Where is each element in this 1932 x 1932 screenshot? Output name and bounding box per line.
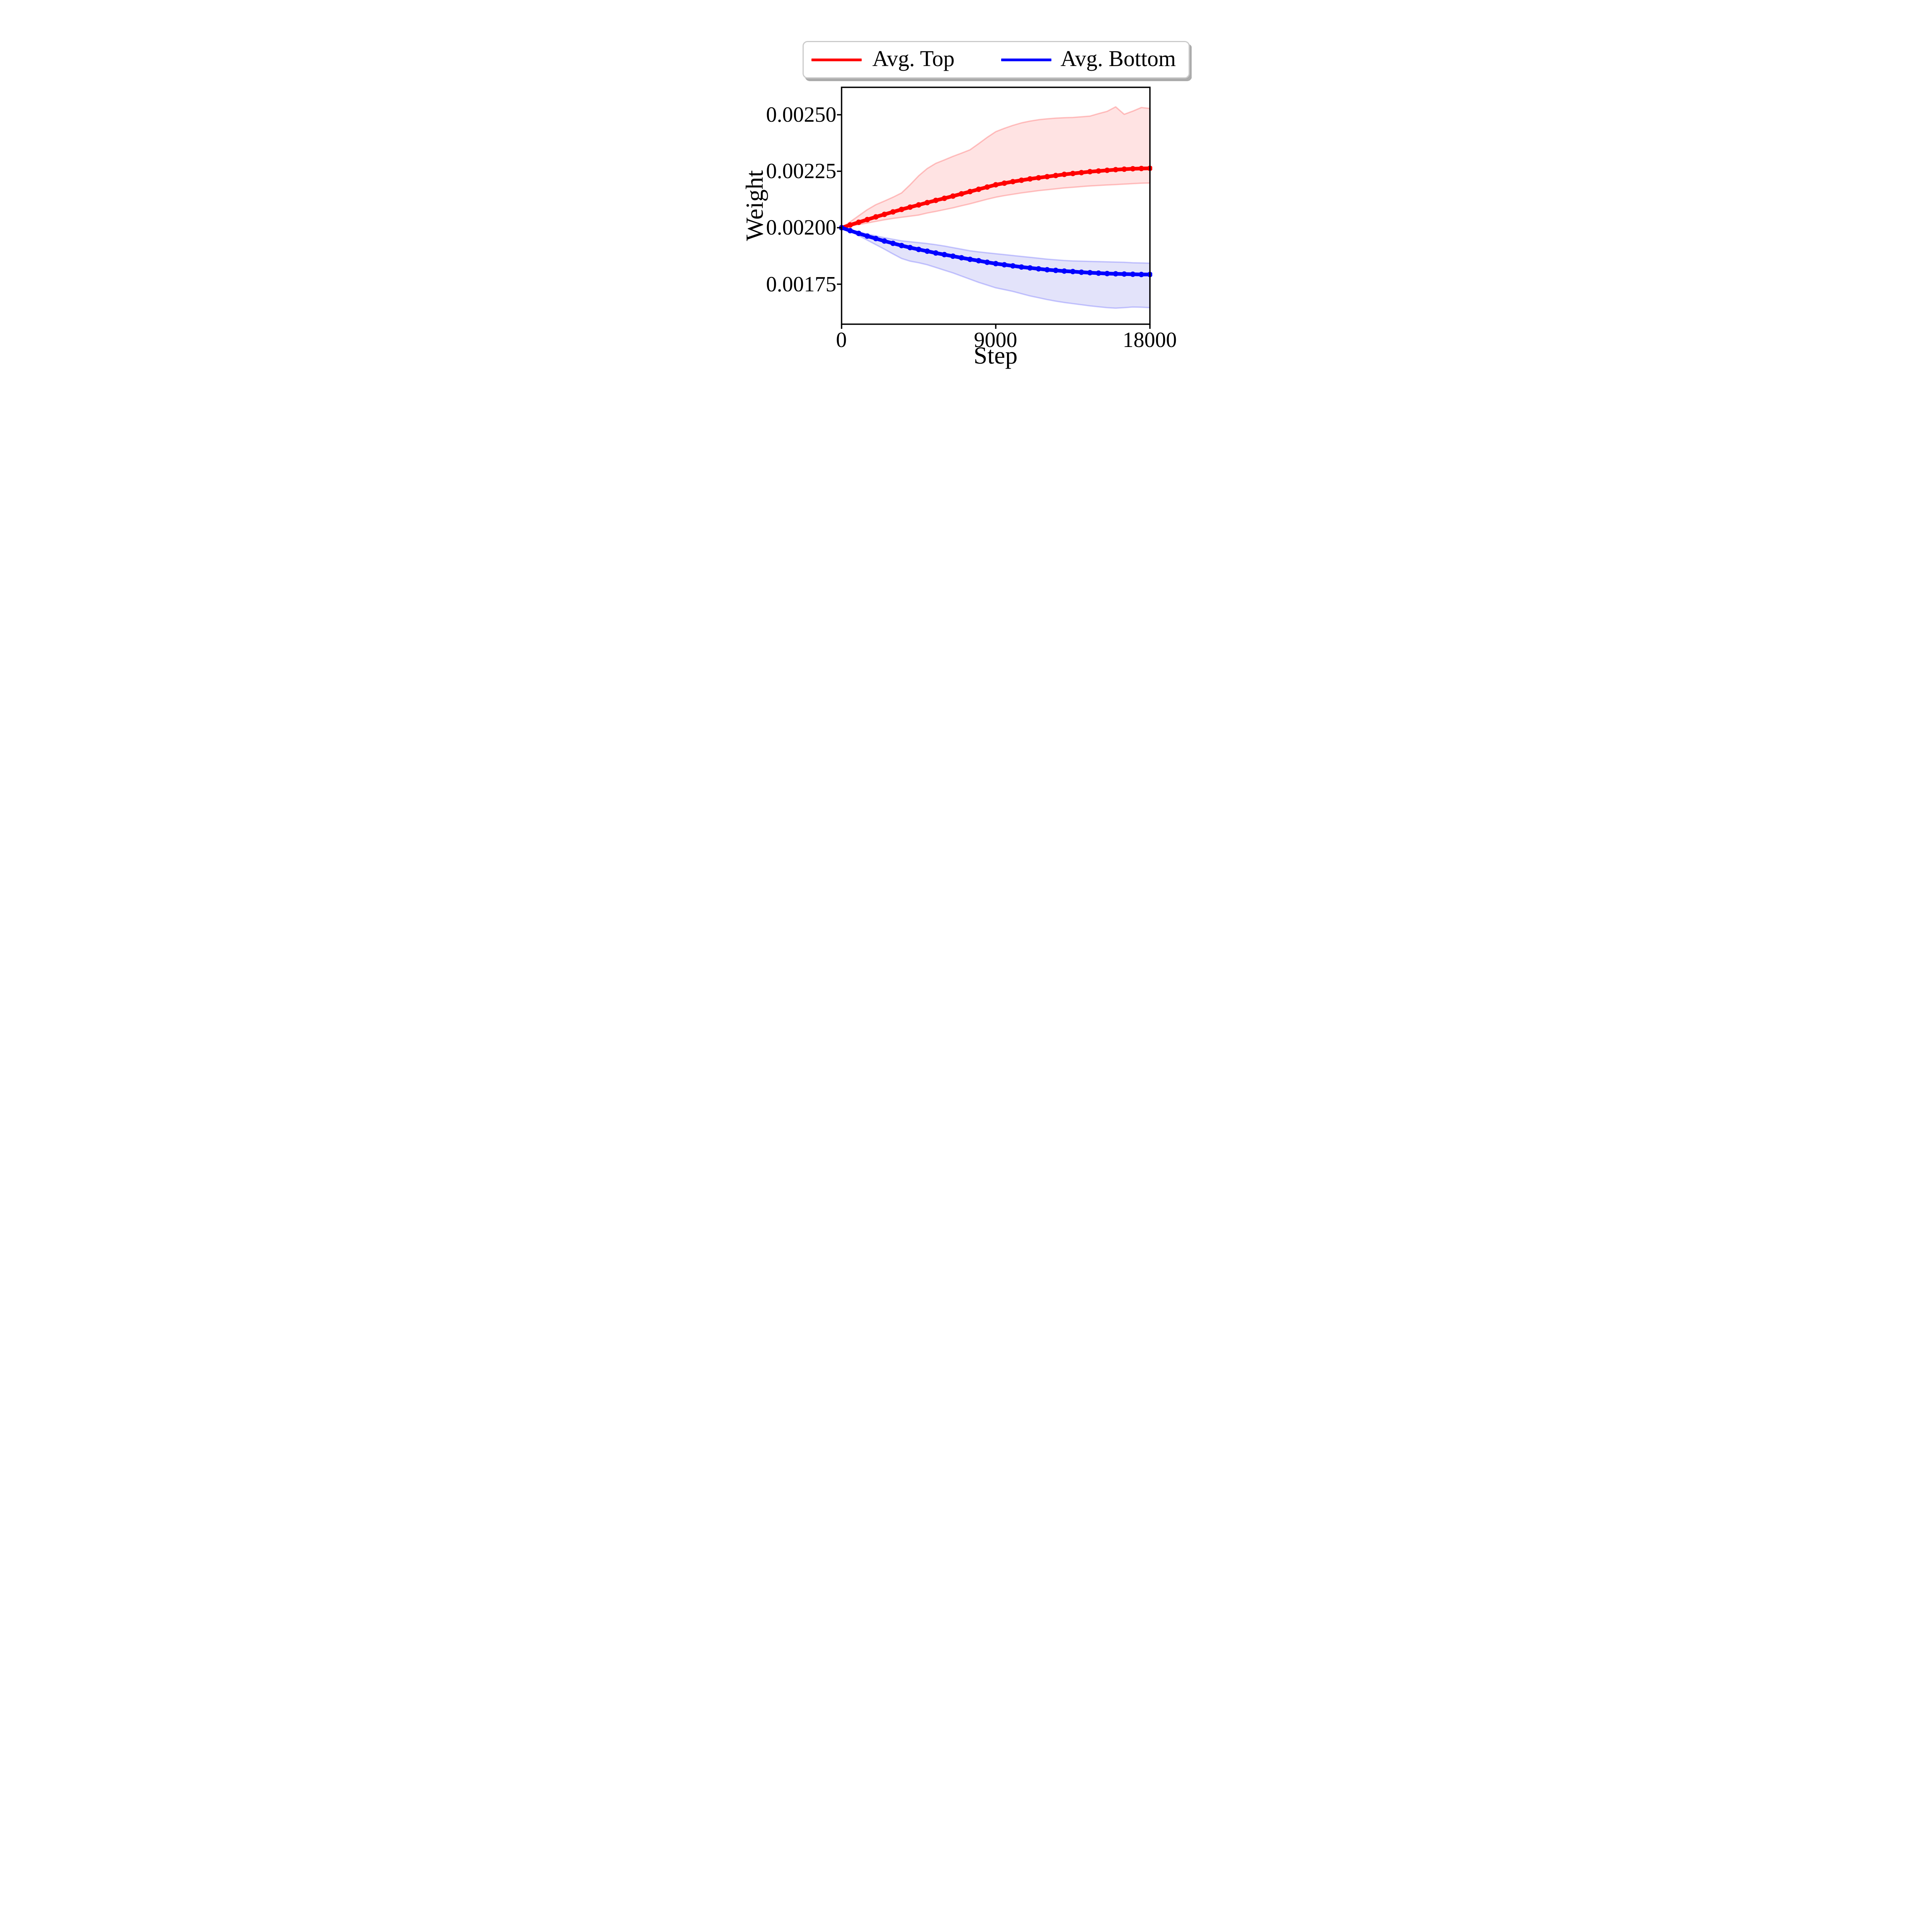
- data-point-marker: [1078, 269, 1084, 275]
- data-point-marker: [933, 250, 939, 256]
- data-point-marker: [916, 202, 921, 208]
- data-point-marker: [976, 258, 981, 264]
- data-point-marker: [1078, 170, 1084, 175]
- blue-confidence-band: [840, 227, 1151, 309]
- data-point-marker: [950, 193, 956, 199]
- y-tick-label: 0.00175: [766, 272, 837, 296]
- data-point-marker: [864, 233, 870, 239]
- data-point-marker: [1121, 166, 1127, 172]
- data-point-marker: [967, 257, 973, 262]
- data-point-marker: [1001, 262, 1007, 268]
- data-point-marker: [976, 186, 981, 192]
- data-point-marker: [881, 211, 887, 217]
- data-point-marker: [1019, 264, 1024, 270]
- data-point-marker: [1070, 269, 1075, 274]
- data-point-marker: [1044, 267, 1050, 273]
- data-point-marker: [855, 231, 861, 236]
- data-point-marker: [993, 261, 998, 267]
- data-point-marker: [855, 219, 861, 225]
- data-point-marker: [984, 259, 990, 265]
- data-point-marker: [907, 204, 913, 210]
- x-axis-label: Step: [973, 342, 1018, 369]
- data-point-marker: [1095, 270, 1101, 276]
- data-point-marker: [941, 252, 947, 257]
- data-point-marker: [1036, 175, 1041, 181]
- x-tick-label: 9000: [974, 328, 1017, 352]
- data-point-marker: [933, 197, 939, 203]
- data-point-marker: [1104, 167, 1110, 173]
- data-point-marker: [1130, 166, 1136, 172]
- legend-line-blue: [1001, 58, 1051, 61]
- y-tick-label: 0.00200: [766, 216, 837, 240]
- data-point-marker: [941, 196, 947, 201]
- red-confidence-band: [840, 106, 1151, 229]
- data-point-marker: [958, 191, 964, 197]
- data-point-marker: [1112, 271, 1118, 277]
- data-point-marker: [1027, 176, 1033, 182]
- plot-contents: [839, 106, 1152, 309]
- data-point-marker: [1044, 174, 1050, 180]
- data-point-marker: [1019, 177, 1024, 183]
- figure: Avg. Top Avg. Bottom Step Weight 0.00250…: [740, 0, 1192, 386]
- data-point-marker: [1104, 271, 1110, 276]
- data-point-marker: [847, 228, 853, 233]
- data-point-marker: [881, 238, 887, 244]
- data-point-marker: [924, 248, 930, 254]
- data-point-marker: [890, 240, 896, 246]
- data-point-marker: [898, 207, 904, 212]
- data-point-marker: [1095, 168, 1101, 174]
- legend: Avg. Top Avg. Bottom: [802, 41, 1190, 78]
- legend-line-red: [811, 58, 862, 61]
- data-point-marker: [984, 184, 990, 190]
- data-point-marker: [864, 217, 870, 223]
- data-point-marker: [1112, 167, 1118, 173]
- plot-area: [837, 87, 1152, 329]
- data-point-marker: [967, 189, 973, 194]
- data-point-marker: [890, 209, 896, 215]
- data-point-marker: [1061, 268, 1067, 274]
- data-point-marker: [993, 182, 998, 188]
- data-point-marker: [916, 247, 921, 252]
- tick-marks: [837, 114, 1151, 329]
- x-tick-label: 0: [836, 328, 847, 352]
- legend-label-avg-bottom: Avg. Bottom: [1060, 46, 1176, 71]
- data-point-marker: [958, 255, 964, 261]
- data-point-marker: [847, 222, 853, 228]
- x-tick-label: 18000: [1122, 328, 1177, 352]
- data-point-marker: [1130, 271, 1136, 277]
- data-point-marker: [873, 214, 879, 220]
- data-point-marker: [950, 253, 956, 259]
- data-point-marker: [873, 236, 879, 242]
- data-point-marker: [1138, 166, 1144, 172]
- data-point-marker: [1121, 271, 1127, 277]
- data-point-marker: [1053, 173, 1058, 179]
- data-point-marker: [907, 245, 913, 250]
- data-point-marker: [1138, 272, 1144, 277]
- data-point-marker: [1036, 266, 1041, 272]
- legend-label-avg-top: Avg. Top: [872, 46, 955, 71]
- data-point-marker: [1053, 267, 1058, 273]
- y-tick-label: 0.00225: [766, 159, 837, 183]
- blue-markers: [839, 225, 1152, 277]
- data-point-marker: [1087, 169, 1093, 175]
- data-point-marker: [1010, 179, 1015, 185]
- y-tick-label: 0.00250: [766, 103, 837, 127]
- data-point-marker: [1070, 171, 1075, 176]
- data-point-marker: [1027, 265, 1033, 271]
- data-point-marker: [1061, 172, 1067, 177]
- data-point-marker: [1001, 180, 1007, 186]
- data-point-marker: [1010, 263, 1015, 269]
- data-point-marker: [1087, 270, 1093, 276]
- data-point-marker: [898, 243, 904, 248]
- data-point-marker: [924, 200, 930, 206]
